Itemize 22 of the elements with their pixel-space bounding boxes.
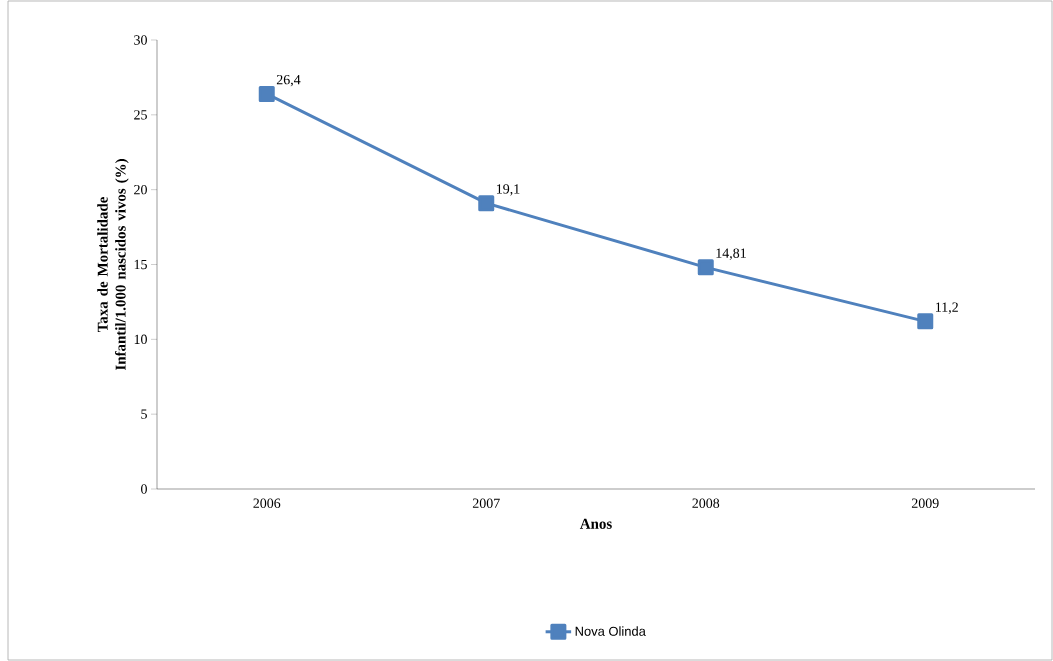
x-tick-label: 2009 bbox=[911, 498, 939, 508]
point bbox=[478, 195, 495, 212]
y-tick-label: 25 bbox=[134, 110, 147, 120]
data-label: 19,1 bbox=[496, 184, 520, 196]
y-tick-label: 15 bbox=[134, 259, 147, 270]
x-tick-label: 2006 bbox=[253, 498, 281, 508]
y-tick-label: 5 bbox=[141, 409, 147, 419]
data-label: 26,4 bbox=[276, 74, 301, 87]
point bbox=[697, 259, 714, 276]
x-axis-title: Anos bbox=[579, 518, 612, 529]
y-axis-title: Taxa de Mortalidade Infantil/1.000 nascidos vivos (%) bbox=[97, 159, 129, 371]
data-label: 14,81 bbox=[716, 248, 746, 260]
y-tick-label: 10 bbox=[134, 334, 147, 345]
legend-label: Nova Olinda bbox=[575, 626, 646, 636]
x-tick-label: 2008 bbox=[692, 498, 720, 508]
data-label: 11,2 bbox=[935, 302, 958, 314]
x-tick-label: 2007 bbox=[472, 498, 500, 508]
point bbox=[917, 313, 934, 330]
y-tick-label: 0 bbox=[141, 484, 147, 494]
y-tick-label: 20 bbox=[134, 184, 147, 195]
point bbox=[258, 85, 275, 102]
y-tick-label: 30 bbox=[134, 35, 147, 45]
